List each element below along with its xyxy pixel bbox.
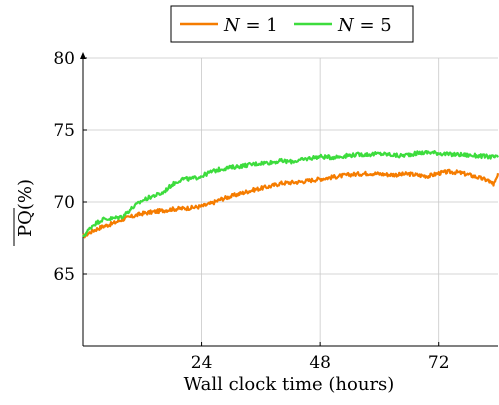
x-tick-label: 24 [191,353,213,373]
y-axis-label: PQ(%) [15,179,36,237]
legend-val-2: 5 [380,15,391,36]
x-tick-label: 48 [309,353,331,373]
y-tick-label: 75 [53,121,75,141]
tick-labels: 24 48 72 65 70 75 80 [53,49,449,373]
y-tick-label: 70 [53,193,75,213]
legend-label-1: N = 1 [223,15,278,36]
grid [83,57,498,346]
legend-val-1: 1 [266,15,277,36]
legend-eq-2: = [354,15,381,36]
y-tick-label: 65 [53,265,75,285]
series-lines [82,150,499,239]
x-axis-label: Wall clock time (hours) [184,374,395,395]
legend-label-2: N = 5 [337,15,392,36]
legend-var-1: N [223,15,241,36]
y-axis-label-group: PQ(%) [13,179,36,246]
legend-box [170,5,414,43]
y-tick-label: 80 [53,49,75,69]
legend-var-2: N [337,15,355,36]
x-tick-label: 72 [428,353,450,373]
series-line-1 [82,168,499,239]
series-line-2 [82,150,499,238]
axes [80,52,498,347]
y-axis-arrowhead [80,52,86,59]
legend-eq-1: = [240,15,267,36]
